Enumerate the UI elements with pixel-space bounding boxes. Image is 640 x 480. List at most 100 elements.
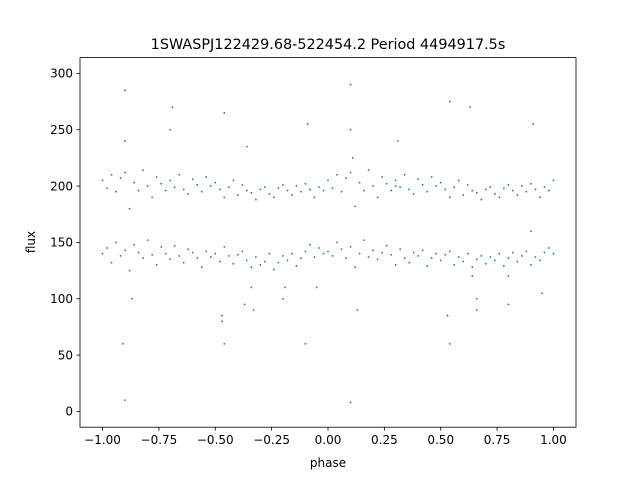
data-point [421,249,424,252]
data-point [541,292,544,295]
data-point [502,265,505,267]
x-tick-label: 0.00 [315,433,342,447]
data-point [214,181,217,184]
data-point [394,264,397,266]
data-point [516,194,519,196]
data-point [412,193,415,195]
data-point [543,251,546,254]
data-point [160,182,163,185]
y-tick-label: 50 [58,348,73,362]
data-point [218,260,221,263]
data-point [313,196,316,199]
data-point [363,189,365,192]
x-tick-label: −0.50 [197,433,234,447]
data-point [475,309,478,311]
data-point [272,268,275,271]
data-point [399,186,402,189]
data-point [471,266,474,269]
data-point [223,111,226,114]
data-point [250,191,253,194]
data-point [268,252,271,255]
data-point [516,260,519,263]
data-point [124,249,126,252]
data-point [137,189,140,192]
data-point [507,184,510,186]
data-point [133,243,136,246]
data-point [178,255,181,257]
data-point [124,171,126,174]
x-axis-label: phase [310,456,346,470]
data-point [106,247,108,249]
data-point [241,184,244,186]
x-tick-label: 0.50 [427,433,454,447]
data-point [439,259,442,262]
data-point [200,266,203,269]
data-point [227,255,230,257]
data-point [372,249,374,252]
data-point [115,190,117,193]
data-point [493,193,496,195]
data-point [155,264,158,266]
data-point [462,194,465,196]
data-point [349,171,352,174]
data-point [223,246,226,248]
x-tick-label: 0.25 [371,433,398,447]
data-point [173,244,176,247]
data-point [128,207,131,210]
data-point [254,198,257,201]
data-point [169,258,172,261]
y-tick-label: 300 [50,67,73,81]
data-point [232,262,235,265]
data-point [291,194,293,196]
data-point [403,257,406,260]
data-point [205,176,208,178]
data-point [124,140,126,142]
data-point [277,187,280,190]
data-point [300,190,302,193]
data-point [236,253,239,256]
data-point [430,176,433,178]
data-point [457,256,460,258]
data-point [182,261,185,264]
data-point [376,196,379,199]
data-point [101,252,104,255]
scatter-points [101,83,555,404]
data-point [164,189,167,192]
y-axis-ticks: 0 50 100 150 200 250 300 [50,67,80,419]
data-point [435,252,438,255]
data-point [331,187,334,190]
data-point [498,196,501,199]
data-point [101,179,104,182]
data-point [340,190,343,193]
data-point [130,297,133,300]
data-point [259,188,262,191]
data-point [543,186,546,189]
data-point [453,186,456,189]
data-point [259,264,262,266]
data-point [466,184,469,186]
data-point [435,185,438,187]
data-point [318,186,320,189]
data-point [110,261,113,264]
y-axis-label: flux [24,231,38,253]
data-point [363,239,365,242]
data-point [284,286,287,289]
data-point [282,184,284,186]
data-point [232,179,235,182]
data-point [471,189,474,192]
data-point [142,257,145,260]
data-point [390,253,393,256]
data-point [309,188,311,191]
data-point [178,173,181,176]
data-point [309,243,311,246]
data-point [106,187,108,190]
data-point [221,320,223,323]
data-point [453,264,456,266]
data-point [484,188,487,191]
data-point [448,342,451,345]
data-point [327,250,329,253]
data-point [245,145,248,148]
data-point [426,265,429,267]
data-point [381,251,384,254]
